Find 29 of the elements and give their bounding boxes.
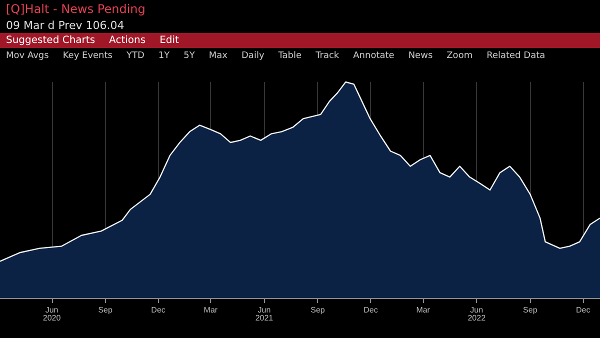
text: Suggested Charts (6, 35, 96, 46)
x-tick-label: Dec (576, 306, 590, 314)
text: Annotate (353, 51, 394, 61)
text: Daily (242, 51, 264, 61)
text: Edit (160, 35, 179, 46)
text: Key Events (62, 51, 112, 61)
text: Track (316, 51, 340, 61)
chart-title: [Q]Halt - News Pending (5, 1, 146, 18)
x-tick-label: Jun 2022 (468, 306, 486, 322)
text: YTD (126, 51, 144, 61)
chart-subtitle: 09 Mar d Prev 106.04 (5, 18, 126, 33)
x-tick-label: Mar (204, 306, 218, 314)
x-tick-label: Jun 2021 (255, 306, 274, 322)
text: Zoom (446, 51, 473, 61)
x-tick-label: Mar (416, 306, 430, 314)
text: Actions (109, 35, 146, 46)
text: Table (278, 51, 302, 61)
x-tick-label: Sep (310, 306, 326, 314)
text: News (408, 51, 433, 61)
x-tick-label: Sep (98, 306, 114, 314)
x-tick-label: Dec (364, 306, 378, 314)
text: Max (208, 51, 228, 61)
text: Mov Avgs (6, 51, 49, 61)
x-tick-label: Sep (523, 306, 538, 314)
text: Related Data (486, 51, 546, 61)
x-tick-label: Jun 2020 (42, 306, 62, 322)
text: 5Y (184, 51, 195, 61)
text: 1Y (158, 51, 170, 61)
x-tick-label: Dec (151, 306, 166, 314)
